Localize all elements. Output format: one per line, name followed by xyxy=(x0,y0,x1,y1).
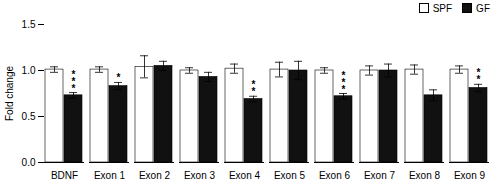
svg-text:Exon 8: Exon 8 xyxy=(409,170,441,181)
svg-text:Exon 6: Exon 6 xyxy=(319,170,351,181)
svg-text:1.5: 1.5 xyxy=(22,19,36,30)
svg-text:BDNF: BDNF xyxy=(51,170,78,181)
svg-text:0.5: 0.5 xyxy=(22,111,36,122)
html-text:SPF: SPF xyxy=(432,2,453,14)
svg-text:Fold change: Fold change xyxy=(4,66,15,121)
svg-text:Exon 5: Exon 5 xyxy=(274,170,306,181)
svg-text:0.0: 0.0 xyxy=(22,157,36,168)
svg-text:**: ** xyxy=(252,79,256,97)
svg-text:Exon 4: Exon 4 xyxy=(229,170,261,181)
svg-text:***: *** xyxy=(72,69,76,94)
svg-text:Exon 2: Exon 2 xyxy=(139,170,171,181)
html-text:GF: GF xyxy=(476,2,490,14)
svg-text:Exon 1: Exon 1 xyxy=(94,170,126,181)
svg-text:***: *** xyxy=(342,70,346,95)
svg-text:**: ** xyxy=(477,67,481,85)
svg-text:Exon 7: Exon 7 xyxy=(364,170,396,181)
svg-text:*: * xyxy=(117,72,121,83)
svg-text:Exon 3: Exon 3 xyxy=(184,170,216,181)
svg-text:1.0: 1.0 xyxy=(22,65,36,76)
svg-text:Exon 9: Exon 9 xyxy=(454,170,486,181)
